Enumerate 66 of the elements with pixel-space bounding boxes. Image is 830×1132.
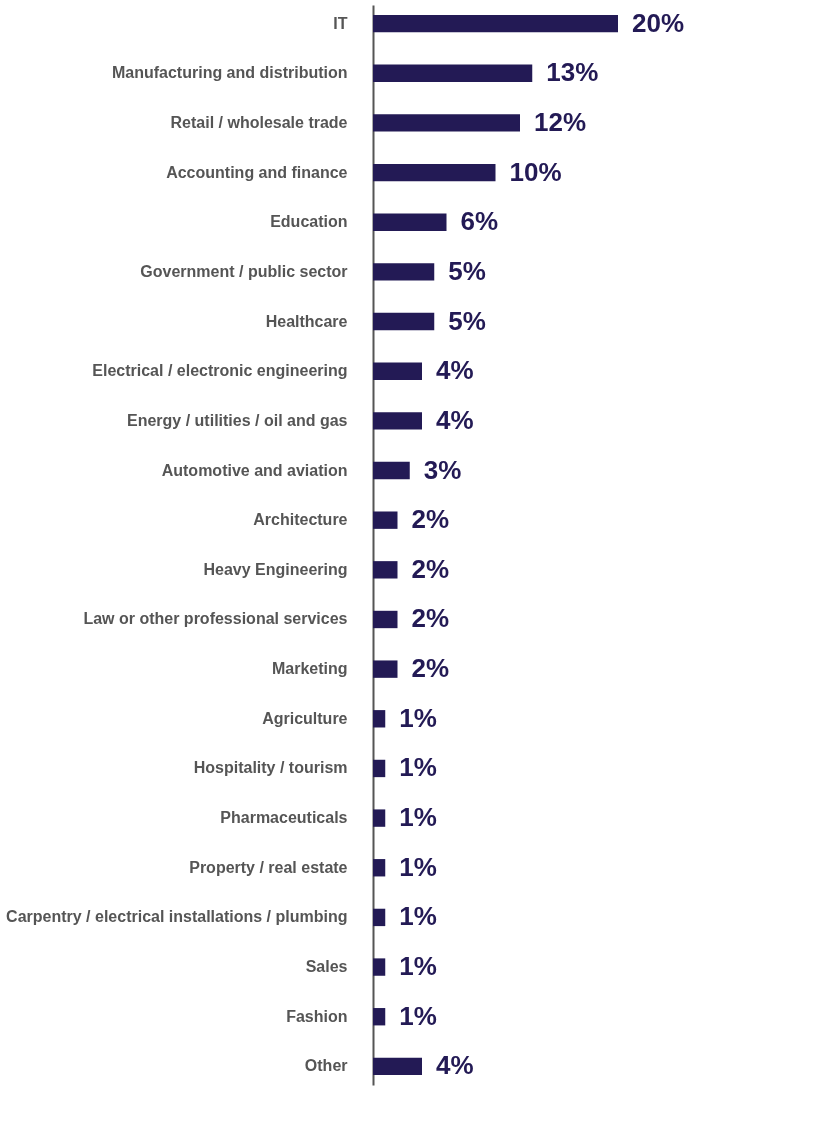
data-label: 20% bbox=[632, 7, 685, 38]
bar bbox=[373, 263, 435, 281]
bar bbox=[373, 412, 422, 430]
data-label: 5% bbox=[448, 305, 486, 336]
bar bbox=[373, 213, 447, 231]
bar bbox=[373, 908, 386, 927]
bar bbox=[373, 660, 398, 678]
data-label: 3% bbox=[423, 454, 462, 485]
bar bbox=[373, 809, 386, 827]
data-label: 1% bbox=[399, 802, 437, 833]
y-tick-label: Sales bbox=[305, 958, 348, 976]
y-tick-label: Hospitality / tourism bbox=[193, 759, 348, 777]
bar bbox=[373, 312, 435, 331]
data-label: 6% bbox=[460, 206, 499, 237]
y-tick-label: Other bbox=[304, 1057, 348, 1075]
data-label: 2% bbox=[411, 504, 450, 535]
data-label: 13% bbox=[546, 57, 599, 88]
data-label: 1% bbox=[399, 1000, 437, 1031]
y-tick-label: Pharmaceuticals bbox=[220, 809, 348, 827]
y-tick-label: Carpentry / electrical installations / plumbing bbox=[6, 908, 348, 926]
data-label: 4% bbox=[436, 1050, 474, 1081]
y-tick-label: Education bbox=[270, 213, 348, 231]
bar bbox=[373, 461, 410, 480]
bar bbox=[373, 14, 618, 33]
bar bbox=[373, 1057, 422, 1076]
y-tick-label: Energy / utilities / oil and gas bbox=[127, 411, 348, 429]
bar bbox=[373, 1008, 386, 1026]
bar bbox=[373, 710, 386, 728]
y-tick-label: Agriculture bbox=[262, 709, 348, 727]
y-tick-label: Marketing bbox=[271, 660, 348, 678]
data-label: 1% bbox=[399, 702, 437, 733]
bar bbox=[373, 958, 386, 976]
data-label: 1% bbox=[399, 951, 437, 982]
data-label: 2% bbox=[411, 653, 450, 684]
y-tick-label: Electrical / electronic engineering bbox=[92, 362, 348, 380]
data-label: 4% bbox=[436, 404, 474, 435]
y-tick-label: Law or other professional services bbox=[83, 610, 348, 628]
data-label: 5% bbox=[448, 255, 486, 286]
bar bbox=[373, 759, 386, 778]
y-tick-label: Manufacturing and distribution bbox=[111, 64, 348, 82]
data-label: 1% bbox=[399, 752, 437, 783]
data-label: 2% bbox=[411, 603, 450, 634]
y-tick-label: Government / public sector bbox=[140, 262, 348, 280]
bar bbox=[373, 859, 386, 877]
y-tick-label: Property / real estate bbox=[189, 858, 348, 876]
bar bbox=[373, 561, 398, 579]
bar bbox=[373, 114, 520, 132]
y-tick-label: Architecture bbox=[253, 511, 348, 529]
y-tick-label: Retail / wholesale trade bbox=[170, 113, 348, 131]
y-tick-label: Accounting and finance bbox=[166, 163, 348, 181]
data-label: 2% bbox=[411, 553, 450, 584]
bar bbox=[373, 511, 398, 529]
bar bbox=[373, 163, 496, 182]
y-tick-label: Fashion bbox=[286, 1007, 348, 1025]
bar bbox=[373, 64, 533, 82]
y-tick-label: Heavy Engineering bbox=[203, 560, 348, 578]
y-tick-label: Healthcare bbox=[265, 312, 348, 330]
data-label: 12% bbox=[534, 106, 587, 137]
y-tick-label: Automotive and aviation bbox=[161, 461, 348, 479]
data-label: 4% bbox=[436, 355, 474, 386]
data-label: 1% bbox=[399, 851, 437, 882]
data-label: 10% bbox=[509, 156, 562, 187]
y-tick-label: IT bbox=[333, 14, 348, 32]
bar bbox=[373, 362, 422, 380]
bar bbox=[373, 610, 398, 629]
data-label: 1% bbox=[399, 901, 437, 932]
